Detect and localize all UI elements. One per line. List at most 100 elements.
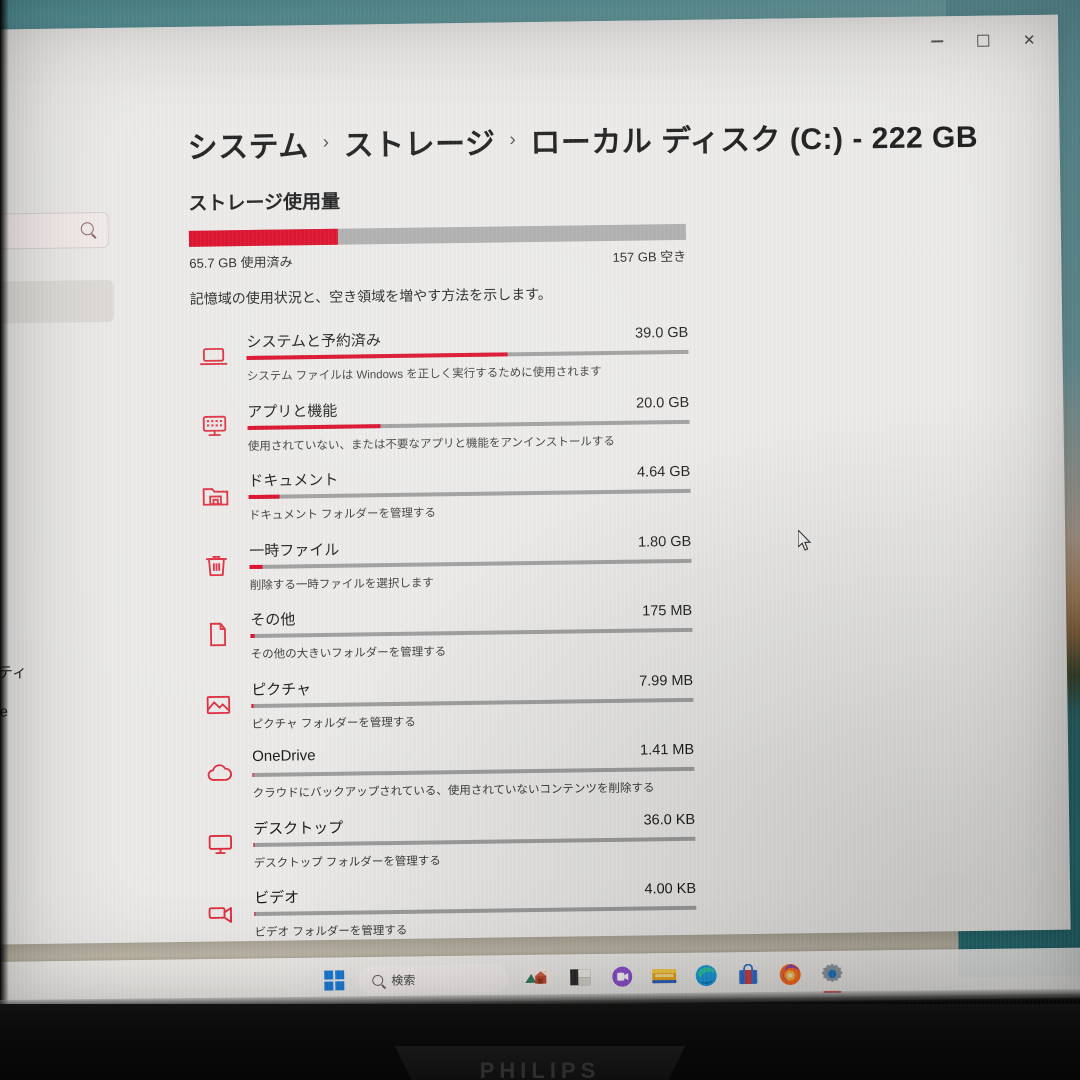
storage-row-size: 4.64 GB bbox=[636, 463, 691, 481]
storage-row-description: ピクチャ フォルダーを管理する bbox=[251, 716, 416, 731]
microsoft-store-button[interactable] bbox=[730, 959, 766, 991]
storage-row-fill bbox=[251, 703, 254, 708]
storage-row-fill bbox=[247, 423, 381, 430]
storage-row-size: 1.41 MB bbox=[640, 741, 695, 759]
capacity-used-label: 65.7 GB 使用済み bbox=[189, 254, 293, 271]
storage-row-description: クラウドにバックアップされている、使用されていないコンテンツを削除する bbox=[252, 782, 655, 800]
settings-window: ✕ ント デバイス ンターネット ティ とセキュリティ Update システム … bbox=[0, 14, 1071, 945]
storage-row-size: 36.0 KB bbox=[643, 811, 696, 829]
mouse-cursor bbox=[798, 530, 812, 551]
store-icon bbox=[739, 963, 758, 985]
storage-row-size: 175 MB bbox=[642, 602, 693, 620]
capacity-fill bbox=[188, 228, 339, 247]
storage-row-name: ビデオ bbox=[254, 889, 300, 907]
file-explorer-icon bbox=[570, 969, 591, 986]
storage-row-track bbox=[247, 419, 690, 430]
chat-icon bbox=[612, 966, 633, 987]
philips-brand-logo: PHILIPS bbox=[479, 1058, 601, 1080]
storage-row-description: ビデオ フォルダーを管理する bbox=[254, 924, 408, 939]
file-explorer-button[interactable] bbox=[562, 961, 598, 993]
sidebar-item-system-selected[interactable] bbox=[0, 279, 115, 326]
storage-row[interactable]: デスクトップ 36.0 KB デスクトップ フォルダーを管理する bbox=[197, 805, 698, 881]
start-button[interactable] bbox=[316, 964, 352, 996]
storage-row[interactable]: システムと予約済み 39.0 GB システム ファイルは Windows を正しく実… bbox=[190, 319, 691, 395]
storage-row-description: ドキュメント フォルダーを管理する bbox=[248, 507, 437, 523]
storage-row-fill bbox=[252, 772, 254, 777]
storage-row-name: システムと予約済み bbox=[246, 332, 382, 352]
breadcrumb-system[interactable]: システム bbox=[187, 130, 310, 165]
photo-left-edge bbox=[0, 0, 9, 1010]
storage-row-name: その他 bbox=[250, 611, 296, 630]
other-page-icon bbox=[200, 617, 234, 651]
documents-folder-icon bbox=[198, 478, 232, 512]
storage-row-track bbox=[252, 766, 695, 777]
storage-row-description: デスクトップ フォルダーを管理する bbox=[253, 854, 441, 870]
maximize-button[interactable] bbox=[960, 23, 1006, 58]
storage-row-name: アプリと機能 bbox=[247, 402, 338, 421]
widgets-button[interactable] bbox=[520, 962, 556, 994]
folder-app-button[interactable] bbox=[646, 960, 682, 992]
microsoft-edge-button[interactable] bbox=[688, 959, 724, 991]
storage-row-size: 20.0 GB bbox=[635, 394, 690, 412]
storage-row-track bbox=[254, 905, 697, 916]
storage-row-description: その他の大きいフォルダーを管理する bbox=[250, 646, 447, 662]
onedrive-cloud-icon bbox=[202, 756, 236, 790]
widgets-icon bbox=[523, 967, 554, 988]
storage-row-track bbox=[246, 349, 689, 361]
monitor-stand: PHILIPS bbox=[394, 1046, 686, 1080]
storage-row[interactable]: アプリと機能 20.0 GB 使用されていない、または不要なアプリと機能をアンインス… bbox=[191, 388, 692, 464]
storage-row-name: デスクトップ bbox=[253, 819, 344, 838]
window-controls: ✕ bbox=[914, 23, 1052, 59]
storage-row-name: OneDrive bbox=[252, 747, 316, 765]
breadcrumb: システム › ストレージ › ローカル ディスク (C:) - 222 GB bbox=[187, 112, 978, 167]
storage-row-track bbox=[250, 627, 693, 639]
storage-row-size: 7.99 MB bbox=[639, 672, 694, 690]
laptop-icon bbox=[196, 339, 230, 373]
storage-row[interactable]: ビデオ 4.00 KB ビデオ フォルダーを管理する bbox=[198, 875, 699, 945]
storage-row-track bbox=[253, 836, 696, 847]
capacity-labels: 65.7 GB 使用済み 157 GB 空き bbox=[189, 246, 686, 272]
storage-usage-heading: ストレージ使用量 bbox=[188, 191, 341, 215]
trash-icon bbox=[199, 548, 233, 582]
settings-content: システム › ストレージ › ローカル ディスク (C:) - 222 GB ス… bbox=[173, 69, 1071, 942]
taskbar-search-box[interactable]: 検索 bbox=[358, 964, 509, 995]
storage-row-size: 1.80 GB bbox=[637, 533, 692, 551]
edge-icon bbox=[695, 965, 717, 987]
firefox-button[interactable] bbox=[772, 958, 808, 990]
storage-row-name: 一時ファイル bbox=[249, 541, 340, 560]
storage-row[interactable]: OneDrive 1.41 MB クラウドにバックアップされている、使用されていない… bbox=[196, 736, 697, 812]
storage-row-fill bbox=[253, 842, 255, 847]
search-icon bbox=[80, 222, 94, 236]
storage-row-description: 使用されていない、または不要なアプリと機能をアンインストールする bbox=[247, 435, 615, 453]
storage-row-name: ピクチャ bbox=[251, 680, 312, 699]
storage-row[interactable]: ドキュメント 4.64 GB ドキュメント フォルダーを管理する bbox=[192, 458, 693, 534]
minimize-button[interactable] bbox=[914, 24, 960, 59]
storage-row[interactable]: ピクチャ 7.99 MB ピクチャ フォルダーを管理する bbox=[195, 666, 696, 742]
storage-row-fill bbox=[254, 911, 256, 916]
storage-row-track bbox=[249, 558, 692, 569]
close-button[interactable]: ✕ bbox=[1022, 31, 1036, 49]
storage-row-name: ドキュメント bbox=[248, 471, 339, 491]
capacity-free-label: 157 GB 空き bbox=[612, 248, 687, 265]
folder-icon bbox=[652, 968, 677, 984]
breadcrumb-storage[interactable]: ストレージ bbox=[343, 127, 496, 163]
capacity-bar: 65.7 GB 使用済み 157 GB 空き bbox=[188, 223, 687, 272]
search-icon bbox=[372, 974, 384, 986]
storage-usage-description: 記憶域の使用状況と、空き領域を増やす方法を示します。 bbox=[189, 285, 552, 307]
storage-row-fill bbox=[249, 564, 263, 569]
storage-row[interactable]: 一時ファイル 1.80 GB 削除する一時ファイルを選択します bbox=[193, 527, 694, 603]
taskbar-search-label: 検索 bbox=[391, 972, 416, 988]
storage-row-fill bbox=[248, 494, 280, 500]
chevron-right-icon-2: › bbox=[509, 129, 517, 151]
windows-logo-icon bbox=[323, 970, 345, 991]
gear-icon bbox=[821, 963, 843, 983]
sidebar-search-input[interactable] bbox=[0, 211, 110, 252]
storage-row-fill bbox=[246, 352, 508, 361]
storage-row[interactable]: その他 175 MB その他の大きいフォルダーを管理する bbox=[194, 597, 695, 673]
apps-icon bbox=[197, 409, 231, 443]
chat-teams-button[interactable] bbox=[604, 960, 640, 992]
desktop-monitor-icon bbox=[203, 826, 237, 860]
settings-button[interactable] bbox=[814, 958, 850, 990]
firefox-icon bbox=[779, 963, 801, 985]
